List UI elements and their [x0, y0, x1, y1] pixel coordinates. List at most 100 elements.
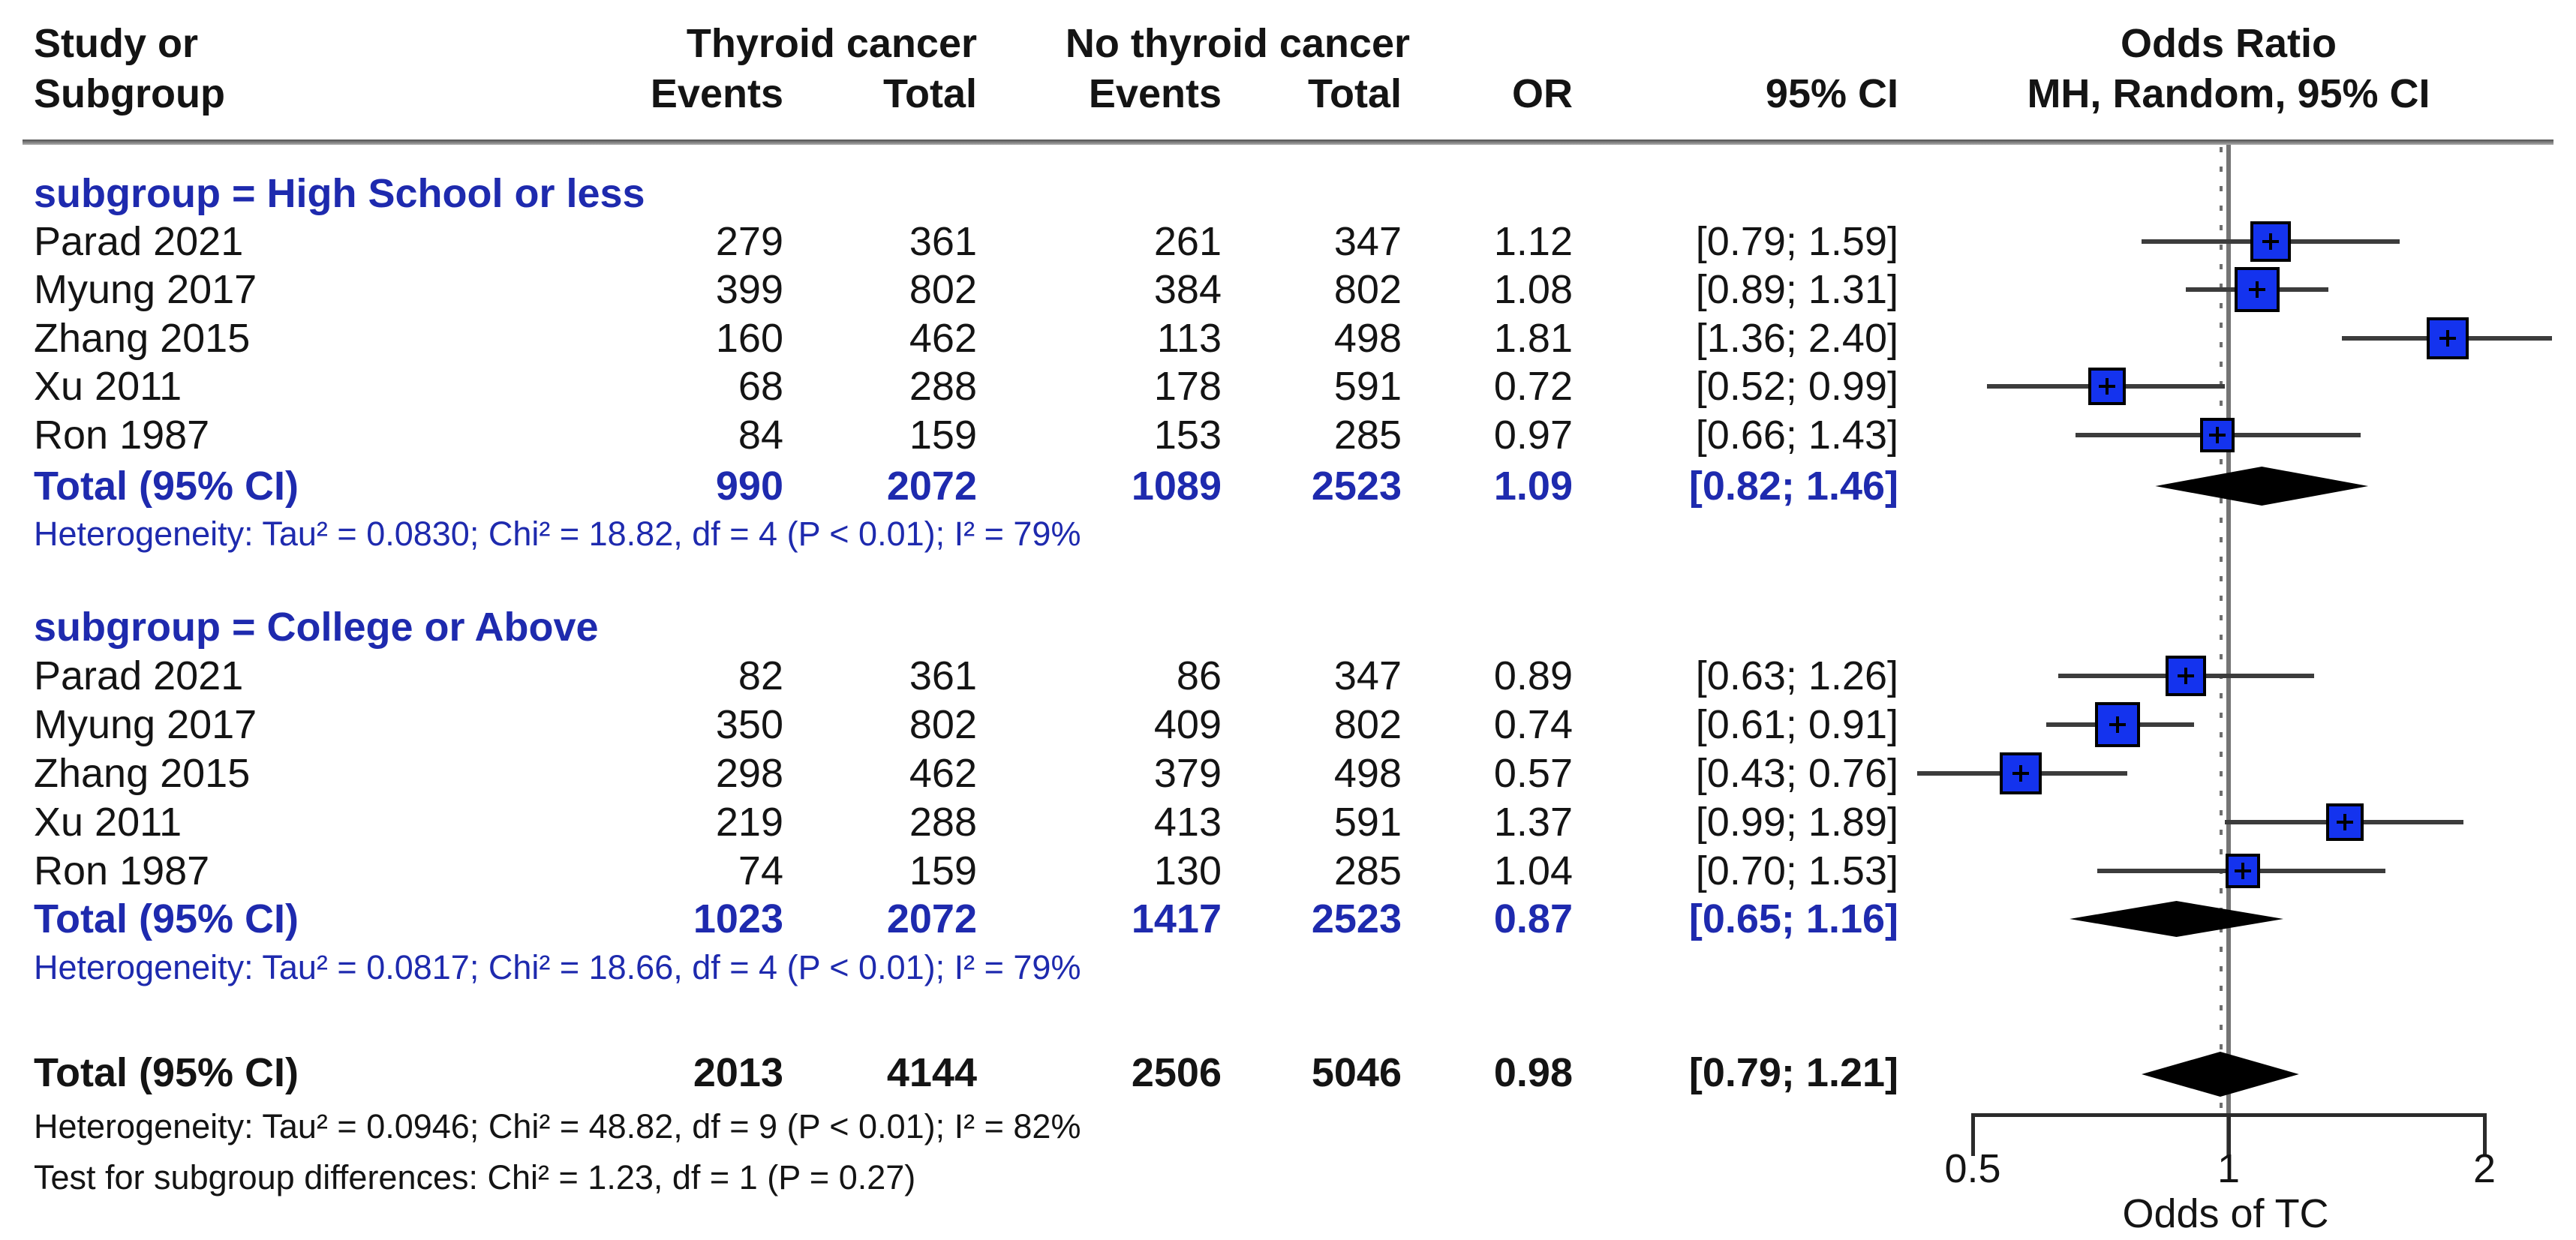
point-cross-h	[2177, 674, 2194, 677]
or-point-square	[2426, 317, 2469, 359]
point-cross-h	[2209, 434, 2226, 437]
table-cell: 347	[1333, 218, 1402, 264]
table-cell: 0.89	[1493, 653, 1573, 698]
total-row-cell: 1023	[693, 896, 783, 941]
table-cell: 413	[1153, 799, 1222, 845]
total-row-cell: [0.79; 1.21]	[1688, 1049, 1898, 1095]
table-cell: [0.70; 1.53]	[1695, 848, 1898, 893]
table-cell: 288	[909, 363, 977, 409]
table-cell: 462	[909, 750, 977, 796]
table-cell: 285	[1333, 848, 1402, 893]
x-axis-tick	[2226, 1113, 2231, 1156]
col-header-ci: 95% CI	[1765, 71, 1898, 116]
study-label: Myung 2017	[34, 266, 257, 312]
table-cell: 86	[1176, 653, 1222, 698]
or-point-square	[2200, 418, 2235, 452]
col-header-or: OR	[1512, 71, 1573, 116]
heterogeneity-note: Heterogeneity: Tau² = 0.0946; Chi² = 48.…	[34, 1107, 1081, 1146]
table-cell: 160	[715, 315, 783, 361]
point-cross-h	[2262, 240, 2279, 243]
x-axis-tick-label: 1	[2217, 1145, 2241, 1191]
table-cell: 347	[1333, 653, 1402, 698]
table-cell: 153	[1153, 412, 1222, 458]
total-row-cell: [0.82; 1.46]	[1688, 463, 1898, 509]
point-cross-h	[2248, 288, 2265, 291]
study-label: Zhang 2015	[34, 750, 251, 796]
total-row-cell: [0.65; 1.16]	[1688, 896, 1898, 941]
plot-title-line2: MH, Random, 95% CI	[2027, 71, 2430, 116]
total-row-cell: 2506	[1131, 1049, 1222, 1095]
table-cell: 802	[1333, 266, 1402, 312]
x-axis-tick-label: 2	[2472, 1145, 2496, 1191]
study-label: Xu 2011	[34, 799, 182, 845]
table-cell: 498	[1333, 750, 1402, 796]
study-label: Ron 1987	[34, 412, 210, 458]
point-cross-h	[2109, 723, 2126, 726]
col-header-events-2: Events	[1088, 71, 1222, 116]
table-cell: 1.37	[1493, 799, 1573, 845]
point-cross-h	[2336, 821, 2353, 824]
total-row-cell: 2072	[886, 896, 977, 941]
overall-summary-diamond	[2142, 1052, 2299, 1097]
table-cell: 82	[738, 653, 783, 698]
subgroup-title: subgroup = College or Above	[34, 604, 599, 650]
point-cross-h	[2012, 772, 2030, 775]
total-row-label: Total (95% CI)	[34, 896, 299, 941]
table-cell: 0.72	[1493, 363, 1573, 409]
table-cell: 298	[715, 750, 783, 796]
table-cell: 591	[1333, 799, 1402, 845]
total-row-label: Total (95% CI)	[34, 463, 299, 509]
table-cell: 113	[1156, 315, 1222, 361]
col-header-no-thyroid-cancer: No thyroid cancer	[1065, 20, 1410, 66]
table-cell: 279	[715, 218, 783, 264]
table-cell: 1.81	[1493, 315, 1573, 361]
total-row-cell: 990	[715, 463, 783, 509]
total-row-cell: 4144	[886, 1049, 977, 1095]
total-row-cell: 2523	[1311, 896, 1402, 941]
table-cell: 0.97	[1493, 412, 1573, 458]
table-cell: 68	[738, 363, 783, 409]
reference-line	[2226, 145, 2231, 1156]
study-label: Ron 1987	[34, 848, 210, 893]
study-label: Myung 2017	[34, 701, 257, 747]
table-cell: 399	[715, 266, 783, 312]
table-cell: 361	[909, 653, 977, 698]
table-cell: 84	[738, 412, 783, 458]
table-cell: 379	[1153, 750, 1222, 796]
x-axis-tick	[1970, 1113, 1975, 1156]
point-cross-h	[2439, 337, 2456, 340]
table-cell: 1.08	[1493, 266, 1573, 312]
table-cell: 361	[909, 218, 977, 264]
total-row-cell: 2523	[1311, 463, 1402, 509]
x-axis-tick-label: 0.5	[1944, 1145, 2001, 1191]
table-cell: 384	[1153, 266, 1222, 312]
table-cell: 74	[738, 848, 783, 893]
study-label: Xu 2011	[34, 363, 182, 409]
total-row-cell: 2013	[693, 1049, 783, 1095]
col-header-total-1: Total	[883, 71, 977, 116]
plot-title-line1: Odds Ratio	[2120, 20, 2337, 66]
subgroup-summary-diamond	[2070, 901, 2283, 937]
total-row-cell: 1.09	[1493, 463, 1573, 509]
subgroup-summary-diamond	[2155, 467, 2369, 506]
table-cell: 498	[1333, 315, 1402, 361]
table-cell: 591	[1333, 363, 1402, 409]
header-divider-rule	[23, 140, 2553, 145]
x-axis-tick	[2482, 1113, 2487, 1156]
total-row-cell: 0.98	[1493, 1049, 1573, 1095]
table-cell: [0.63; 1.26]	[1695, 653, 1898, 698]
total-row-label: Total (95% CI)	[34, 1049, 299, 1095]
table-cell: [0.52; 0.99]	[1695, 363, 1898, 409]
col-header-study-line1: Study or	[34, 20, 199, 66]
total-row-cell: 0.87	[1493, 896, 1573, 941]
table-cell: 350	[715, 701, 783, 747]
table-cell: 0.57	[1493, 750, 1573, 796]
col-header-total-2: Total	[1308, 71, 1402, 116]
table-cell: [0.66; 1.43]	[1695, 412, 1898, 458]
table-cell: [0.43; 0.76]	[1695, 750, 1898, 796]
table-cell: 159	[909, 412, 977, 458]
table-cell: 1.12	[1493, 218, 1573, 264]
study-label: Parad 2021	[34, 218, 244, 264]
total-row-cell: 5046	[1311, 1049, 1402, 1095]
